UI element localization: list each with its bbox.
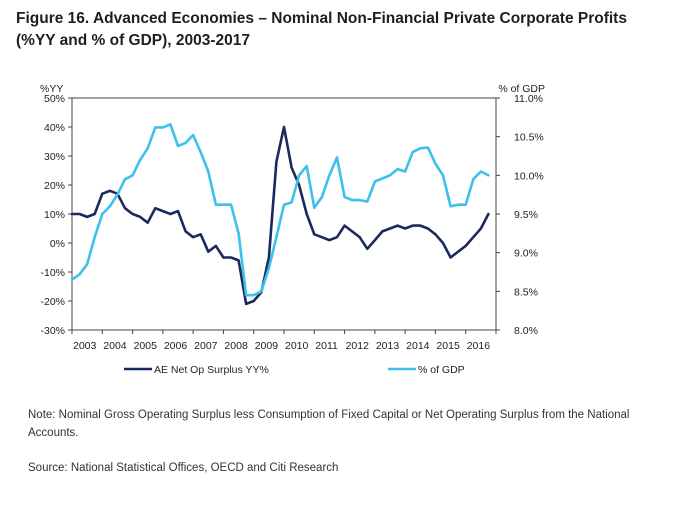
x-tick-label: 2013 — [376, 340, 400, 352]
y-right-tick-label: 9.5% — [514, 209, 538, 221]
x-tick-label: 2009 — [255, 340, 279, 352]
x-tick-label: 2008 — [224, 340, 248, 352]
series-layer — [70, 123, 490, 306]
series-line-ae-net-op-surplus — [70, 125, 490, 306]
x-tick-label: 2005 — [134, 340, 158, 352]
x-axis-ticks: 2003 2004 2005 2006 2007 2008 2009 2010 2011 2012… — [71, 330, 497, 352]
y-right-tick-label: 9.0% — [514, 248, 538, 260]
x-tick-label: 2004 — [103, 340, 127, 352]
y-right-tick-label: 10.5% — [514, 132, 544, 144]
y-right-tick-label: 11.0% — [514, 93, 543, 105]
y-left-tick-label: -30% — [40, 325, 65, 337]
y-axis-right-label: % of GDP — [498, 83, 545, 95]
x-tick-label: 2014 — [406, 340, 430, 352]
x-tick-label: 2003 — [73, 340, 97, 352]
y-right-tick-label: 8.5% — [514, 286, 538, 298]
y-left-tick-label: 50% — [44, 93, 65, 105]
chart-area: %YY % of GDP 50% 40% 30% 20% 10% 0% -10% -20% -3… — [40, 83, 545, 376]
y-left-tick-label: 30% — [44, 151, 65, 163]
x-tick-label: 2016 — [467, 340, 491, 352]
x-tick-label: 2007 — [194, 340, 218, 352]
y-left-tick-label: -20% — [40, 296, 65, 308]
y-left-tick-label: 0% — [50, 238, 65, 250]
y-left-tick-label: 40% — [44, 122, 65, 134]
y-axis-left-ticks: 50% 40% 30% 20% 10% 0% -10% -20% -30% — [40, 93, 72, 337]
x-tick-label: 2012 — [346, 340, 370, 352]
y-right-tick-label: 10.0% — [514, 170, 544, 182]
y-axis-left-label: %YY — [40, 83, 63, 95]
y-right-tick-label: 8.0% — [514, 325, 538, 337]
x-tick-label: 2010 — [285, 340, 309, 352]
legend-label-ae-net-op-surplus: AE Net Op Surplus YY% — [154, 364, 269, 376]
x-tick-label: 2011 — [315, 340, 338, 352]
y-left-tick-label: -10% — [40, 267, 65, 279]
y-left-tick-label: 10% — [44, 209, 65, 221]
x-tick-label: 2015 — [436, 340, 460, 352]
series-line-pct-of-gdp — [70, 123, 490, 297]
footnote: Note: Nominal Gross Operating Surplus le… — [28, 409, 630, 439]
source-note: Source: National Statistical Offices, OE… — [28, 462, 339, 474]
legend-label-pct-of-gdp: % of GDP — [418, 364, 465, 376]
legend: AE Net Op Surplus YY% % of GDP — [124, 364, 465, 376]
x-tick-label: 2006 — [164, 340, 188, 352]
y-left-tick-label: 20% — [44, 180, 65, 192]
chart-title: Figure 16. Advanced Economies – Nominal … — [16, 10, 627, 49]
y-axis-right-ticks: 11.0% 10.5% 10.0% 9.5% 9.0% 8.5% 8.0% — [496, 93, 544, 337]
